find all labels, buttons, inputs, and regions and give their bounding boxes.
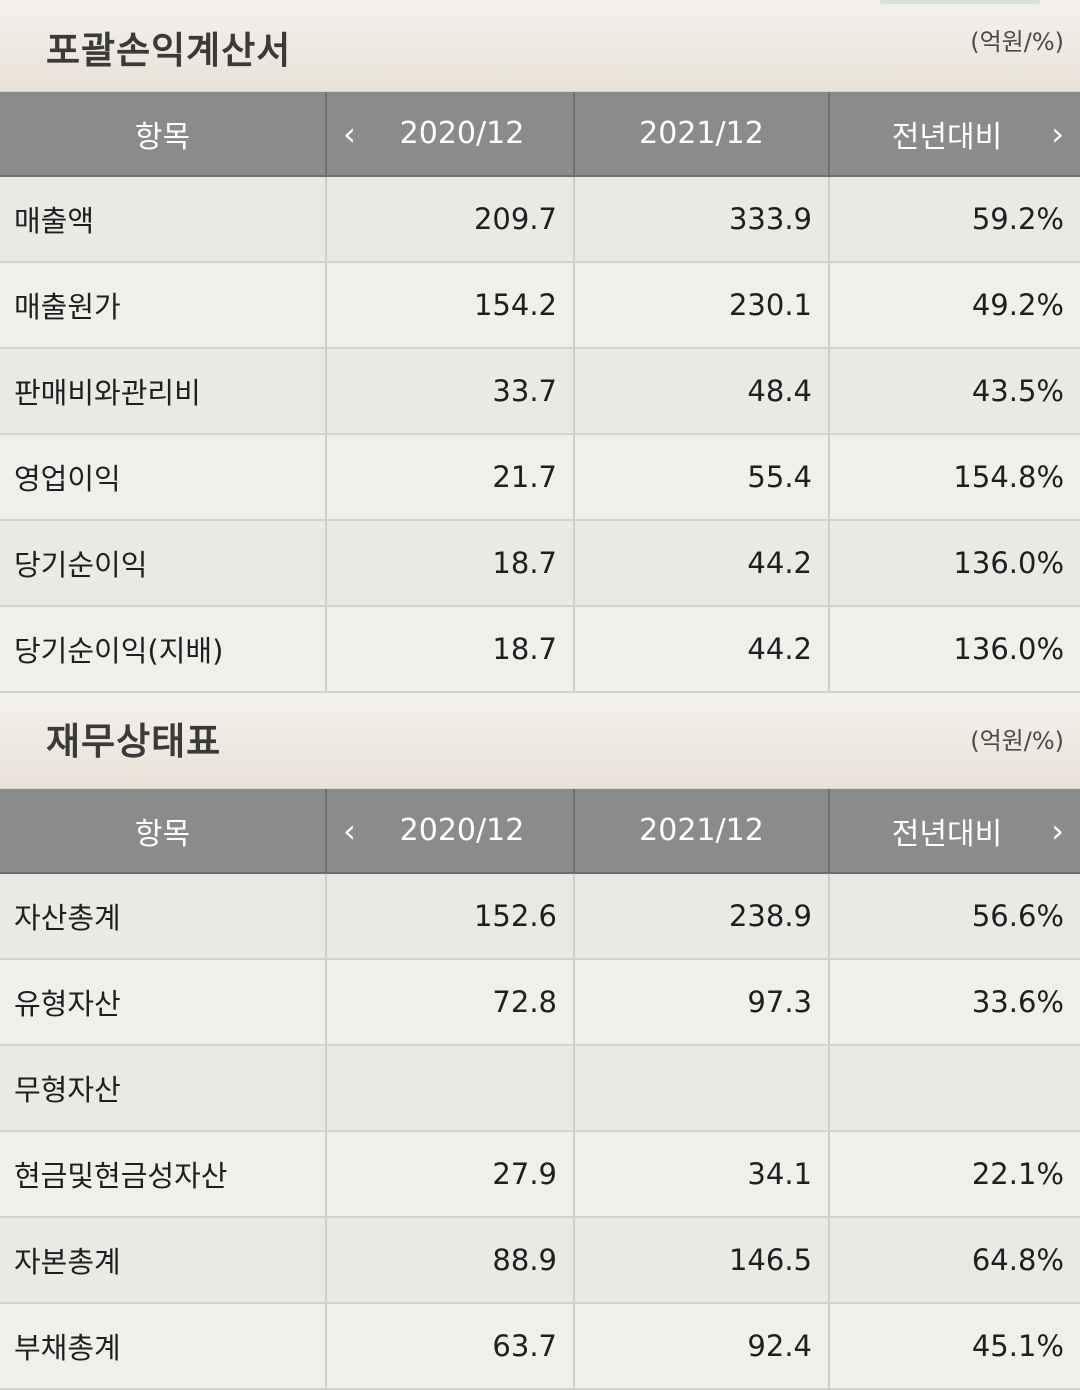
value-cell: 92.4 (573, 1303, 829, 1390)
balance-header-yoy: 전년대비 › (828, 789, 1080, 874)
row-label: 유형자산 (0, 959, 326, 1046)
table-row: 유형자산 72.8 97.3 33.6% (0, 959, 1080, 1046)
row-label: 영업이익 (0, 434, 326, 521)
yoy-cell: 45.1% (828, 1303, 1080, 1390)
balance-unit-label: (억원/%) (970, 727, 1064, 755)
income-header-item: 항목 (0, 92, 326, 177)
income-header-row: 항목 ‹ 2020/12 2021/12 전년대비 › (0, 92, 1080, 177)
balance-header-2021: 2021/12 (573, 789, 829, 874)
value-cell: 154.2 (325, 262, 574, 349)
yoy-cell: 33.6% (828, 959, 1080, 1046)
value-cell: 55.4 (573, 434, 829, 521)
balance-table-body: 자산총계 152.6 238.9 56.6% 유형자산 72.8 97.3 33.6% 무형자산… (0, 873, 1080, 1390)
row-label: 자본총계 (0, 1217, 326, 1304)
value-cell: 48.4 (573, 348, 829, 435)
value-cell: 72.8 (325, 959, 574, 1046)
row-label: 매출원가 (0, 262, 326, 349)
yoy-cell: 59.2% (828, 176, 1080, 263)
table-row: 판매비와관리비 33.7 48.4 43.5% (0, 348, 1080, 435)
yoy-cell (828, 1045, 1080, 1132)
value-cell: 27.9 (325, 1131, 574, 1218)
income-header-2020: ‹ 2020/12 (325, 92, 574, 177)
income-section-title: 포괄손익계산서 (46, 29, 292, 72)
value-cell: 18.7 (325, 520, 574, 607)
value-cell: 146.5 (573, 1217, 829, 1304)
row-label: 당기순이익(지배) (0, 606, 326, 693)
value-cell: 88.9 (325, 1217, 574, 1304)
income-table: 항목 ‹ 2020/12 2021/12 전년대비 › 매출액 209.7 333.… (0, 92, 1080, 693)
row-label: 무형자산 (0, 1045, 326, 1132)
balance-header-item: 항목 (0, 789, 326, 874)
value-cell: 97.3 (573, 959, 829, 1046)
value-cell: 18.7 (325, 606, 574, 693)
table-row: 부채총계 63.7 92.4 45.1% (0, 1303, 1080, 1390)
yoy-cell: 136.0% (828, 606, 1080, 693)
chevron-right-icon[interactable]: › (1051, 811, 1064, 850)
table-row: 매출액 209.7 333.9 59.2% (0, 176, 1080, 263)
top-accent-bar (880, 0, 1040, 4)
yoy-cell: 49.2% (828, 262, 1080, 349)
value-cell: 238.9 (573, 873, 829, 960)
chevron-left-icon[interactable]: ‹ (343, 114, 356, 153)
value-cell: 21.7 (325, 434, 574, 521)
balance-section-title: 재무상태표 (46, 720, 222, 763)
balance-header-row: 항목 ‹ 2020/12 2021/12 전년대비 › (0, 789, 1080, 874)
balance-section-header: 재무상태표 (억원/%) (0, 693, 1080, 789)
income-header-yoy: 전년대비 › (828, 92, 1080, 177)
table-row: 영업이익 21.7 55.4 154.8% (0, 434, 1080, 521)
table-row: 매출원가 154.2 230.1 49.2% (0, 262, 1080, 349)
yoy-cell: 64.8% (828, 1217, 1080, 1304)
balance-header-2020: ‹ 2020/12 (325, 789, 574, 874)
row-label: 당기순이익 (0, 520, 326, 607)
value-cell: 152.6 (325, 873, 574, 960)
table-row: 당기순이익(지배) 18.7 44.2 136.0% (0, 606, 1080, 693)
table-row: 현금및현금성자산 27.9 34.1 22.1% (0, 1131, 1080, 1218)
row-label: 자산총계 (0, 873, 326, 960)
value-cell: 230.1 (573, 262, 829, 349)
row-label: 현금및현금성자산 (0, 1131, 326, 1218)
income-section-header: 포괄손익계산서 (억원/%) (0, 0, 1080, 92)
income-header-2021: 2021/12 (573, 92, 829, 177)
table-row: 당기순이익 18.7 44.2 136.0% (0, 520, 1080, 607)
yoy-cell: 56.6% (828, 873, 1080, 960)
yoy-cell: 22.1% (828, 1131, 1080, 1218)
chevron-right-icon[interactable]: › (1051, 114, 1064, 153)
row-label: 매출액 (0, 176, 326, 263)
balance-table: 항목 ‹ 2020/12 2021/12 전년대비 › 자산총계 152.6 238… (0, 789, 1080, 1390)
table-row: 자산총계 152.6 238.9 56.6% (0, 873, 1080, 960)
value-cell (325, 1045, 574, 1132)
income-table-body: 매출액 209.7 333.9 59.2% 매출원가 154.2 230.1 49.2% 판매비… (0, 176, 1080, 693)
value-cell: 34.1 (573, 1131, 829, 1218)
value-cell (573, 1045, 829, 1132)
value-cell: 63.7 (325, 1303, 574, 1390)
value-cell: 333.9 (573, 176, 829, 263)
yoy-cell: 154.8% (828, 434, 1080, 521)
yoy-cell: 136.0% (828, 520, 1080, 607)
row-label: 부채총계 (0, 1303, 326, 1390)
income-unit-label: (억원/%) (970, 28, 1064, 56)
yoy-cell: 43.5% (828, 348, 1080, 435)
value-cell: 209.7 (325, 176, 574, 263)
table-row: 자본총계 88.9 146.5 64.8% (0, 1217, 1080, 1304)
chevron-left-icon[interactable]: ‹ (343, 811, 356, 850)
value-cell: 44.2 (573, 520, 829, 607)
row-label: 판매비와관리비 (0, 348, 326, 435)
value-cell: 44.2 (573, 606, 829, 693)
value-cell: 33.7 (325, 348, 574, 435)
table-row: 무형자산 (0, 1045, 1080, 1132)
